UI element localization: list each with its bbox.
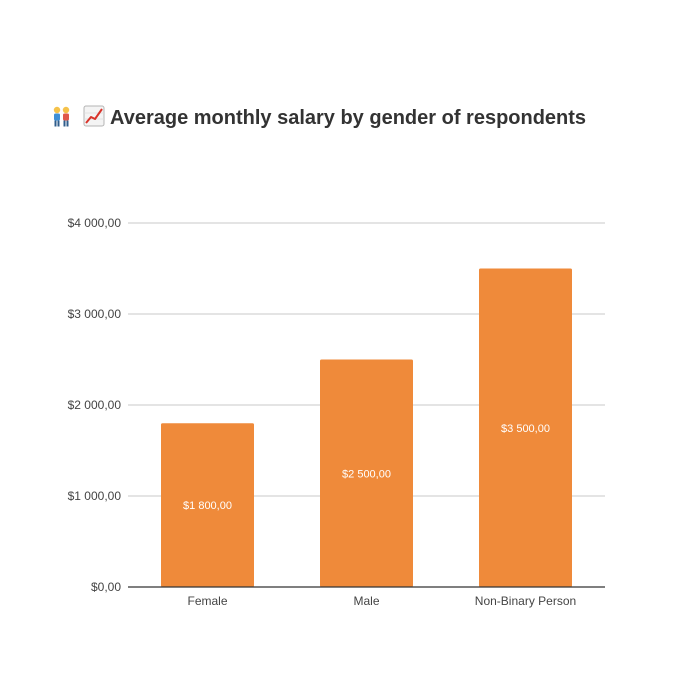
bar-value-label: $1 800,00 — [183, 500, 232, 512]
x-tick-label: Non-Binary Person — [475, 594, 576, 608]
y-tick-label: $2 000,00 — [68, 398, 122, 412]
x-tick-label: Male — [353, 594, 379, 608]
y-axis-tick-labels: $0,00 $1 000,00 $2 000,00 $3 000,00 $4 000,0… — [68, 216, 122, 594]
chart-increasing-emoji-icon — [83, 105, 105, 127]
bar — [320, 359, 413, 587]
y-tick-label: $0,00 — [91, 580, 121, 594]
bar-value-label: $3 500,00 — [501, 423, 550, 435]
chart-title-group: Average monthly salary by gender of resp… — [53, 105, 586, 129]
bar-value-label: $2 500,00 — [342, 468, 391, 480]
bars — [161, 268, 572, 587]
x-tick-label: Female — [187, 594, 227, 608]
y-tick-label: $1 000,00 — [68, 489, 122, 503]
data-labels: $1 800,00 $2 500,00 $3 500,00 — [183, 423, 550, 512]
y-tick-label: $3 000,00 — [68, 307, 122, 321]
bar — [161, 423, 254, 587]
bar — [479, 268, 572, 587]
chart-title: Average monthly salary by gender of resp… — [110, 107, 586, 129]
y-tick-label: $4 000,00 — [68, 216, 122, 230]
couple-emoji-icon — [53, 106, 70, 127]
x-axis: Female Male Non-Binary Person — [128, 586, 605, 608]
